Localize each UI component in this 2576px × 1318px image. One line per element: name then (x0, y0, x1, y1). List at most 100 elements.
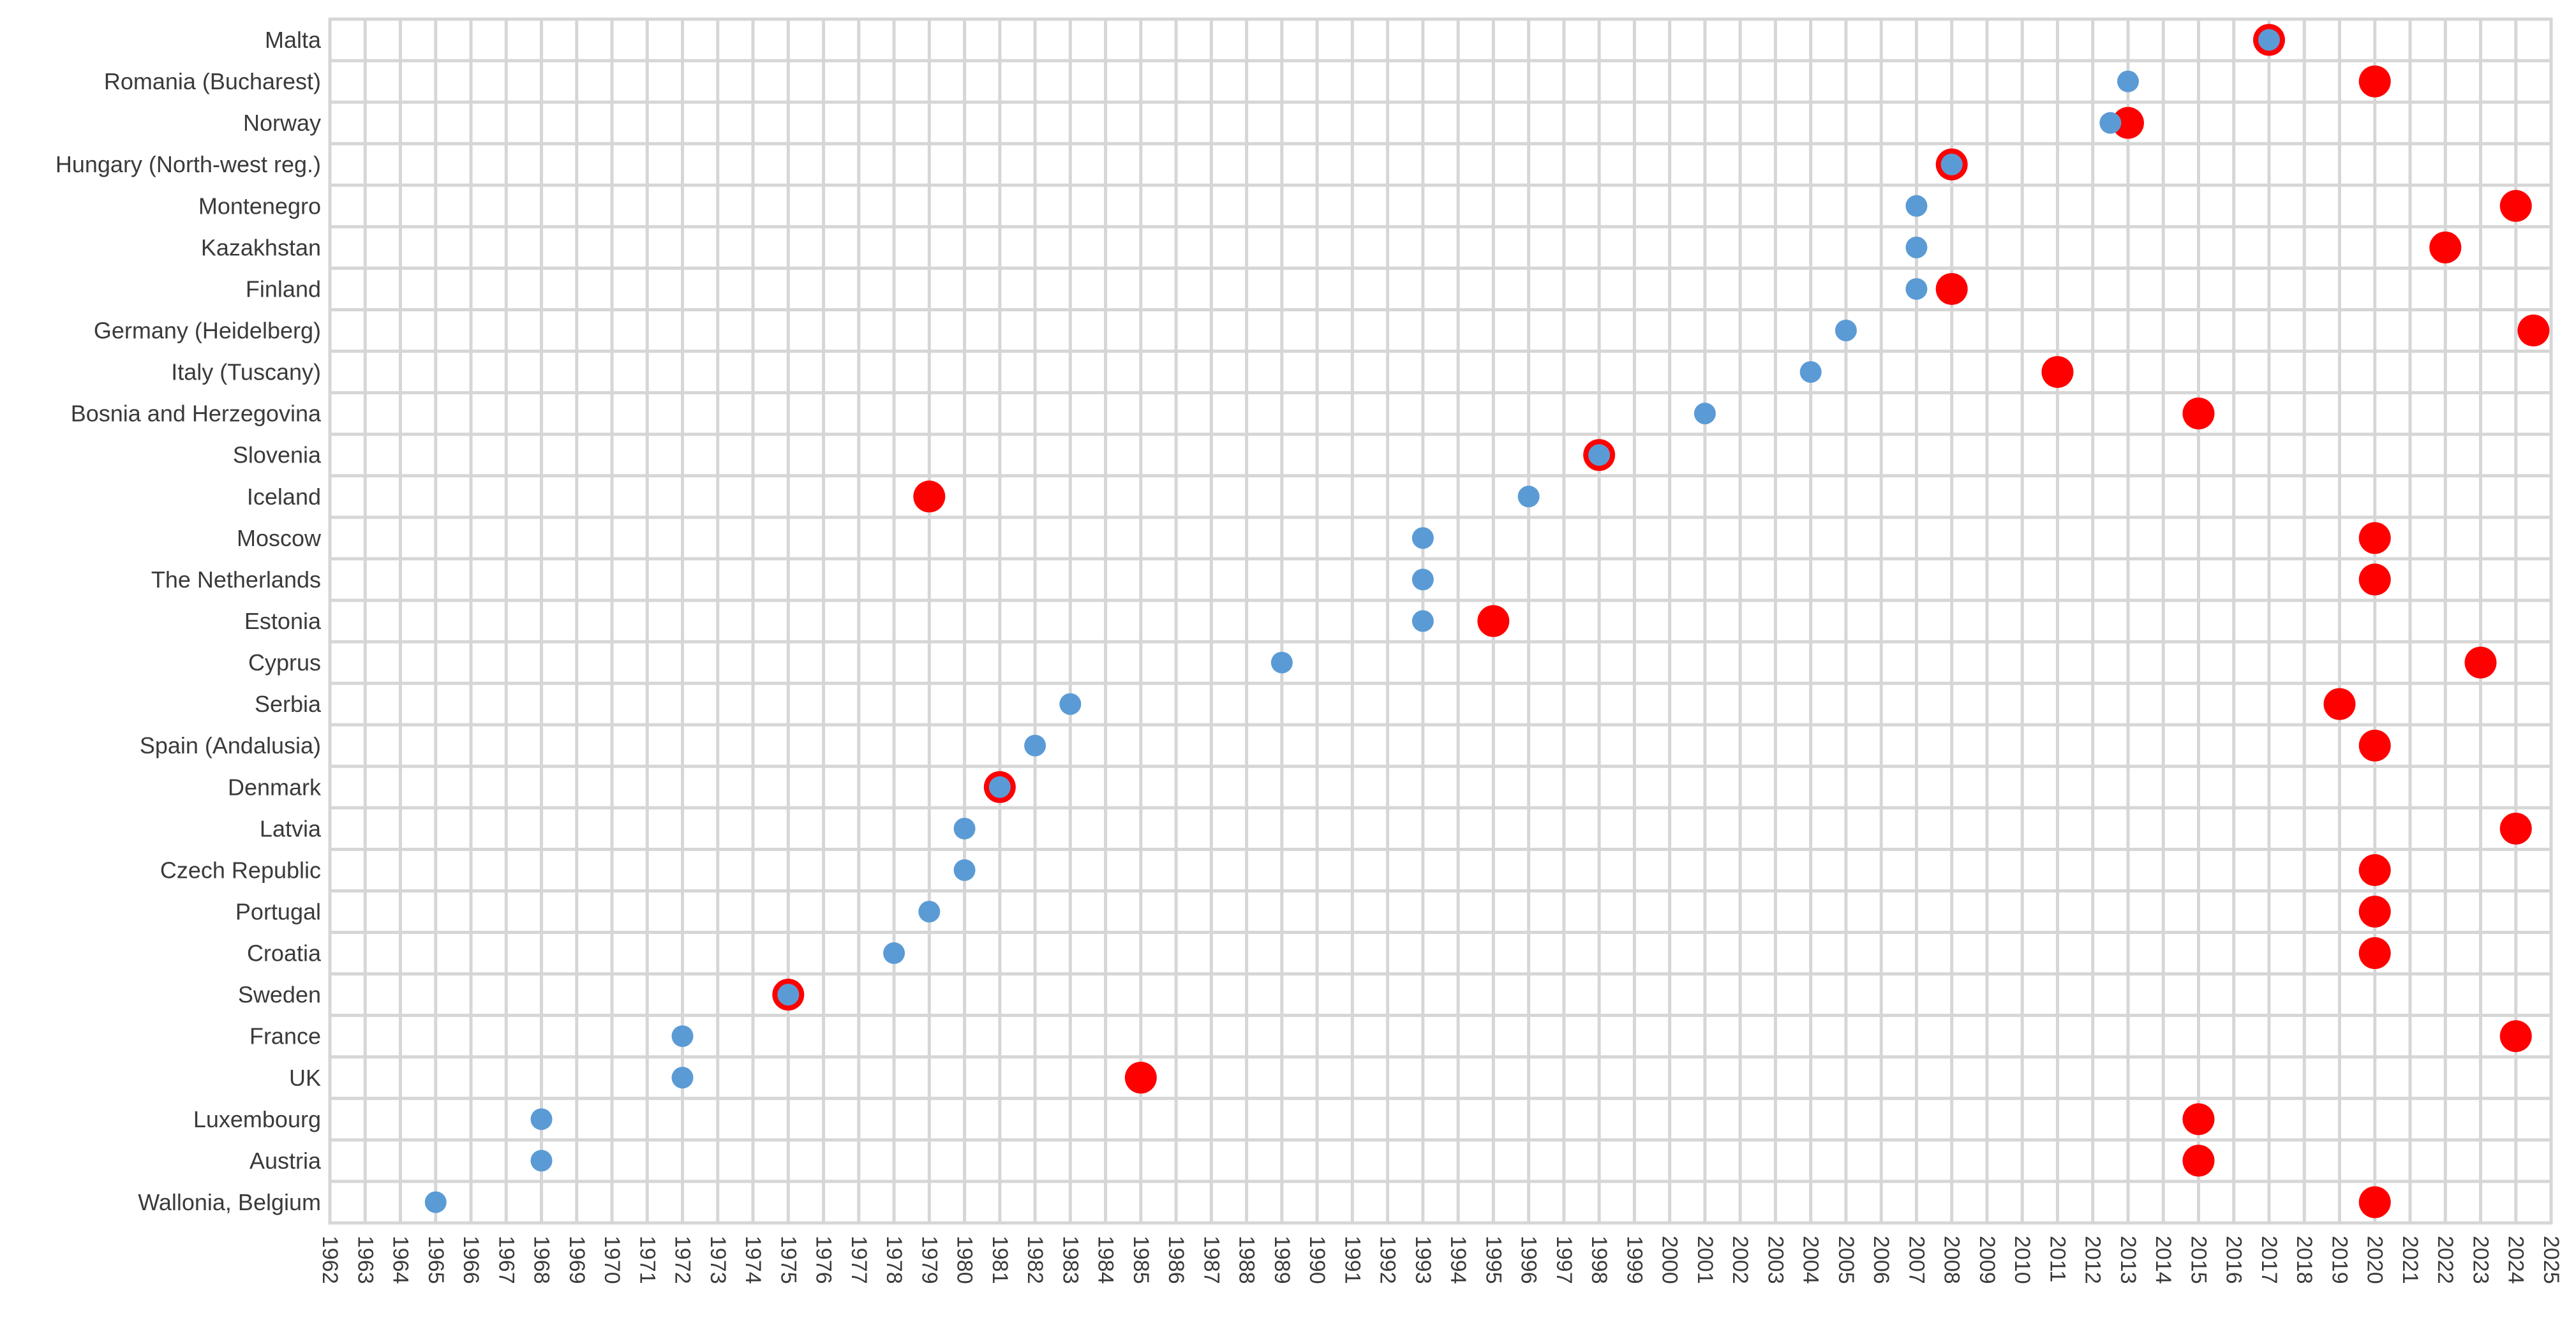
year-tick-label: 1982 (1023, 1236, 1047, 1284)
plot-frame (328, 17, 2553, 1225)
second-series-point (2182, 1103, 2215, 1136)
first-series-point (530, 1150, 553, 1172)
second-series-point (2358, 729, 2391, 762)
second-series-point (1477, 605, 1510, 637)
category-label: Iceland (247, 484, 321, 510)
first-series-point (1905, 278, 1928, 300)
year-tick-label: 1987 (1199, 1236, 1223, 1284)
year-tick-label: 1965 (424, 1236, 448, 1284)
year-tick-label: 1990 (1305, 1236, 1329, 1284)
category-label: Austria (249, 1148, 322, 1174)
year-tick-label: 2021 (2398, 1236, 2422, 1284)
second-series-point (2464, 646, 2497, 679)
year-tick-label: 2014 (2151, 1236, 2175, 1284)
year-tick-label: 1980 (953, 1236, 977, 1284)
year-tick-label: 1988 (1235, 1236, 1259, 1284)
category-label: Norway (243, 110, 321, 136)
first-series-point (1517, 485, 1540, 508)
category-label: Cyprus (248, 649, 321, 676)
first-series-point (530, 1108, 553, 1130)
second-series-point (2323, 688, 2356, 720)
first-series-point (1270, 651, 1293, 674)
category-label: France (249, 1023, 321, 1049)
year-tick-label: 1981 (988, 1236, 1012, 1284)
second-series-point (1124, 1062, 1157, 1094)
second-series-point (2111, 107, 2144, 139)
year-tick-label: 2006 (1869, 1236, 1893, 1284)
year-tick-label: 2008 (1940, 1236, 1964, 1284)
category-axis-labels: Malta Romania (Bucharest) Norway Hungary (N… (56, 27, 322, 1215)
year-tick-label: 2010 (2010, 1236, 2034, 1284)
category-label: Denmark (228, 774, 322, 800)
first-series-point (1940, 153, 1963, 175)
year-tick-label: 2000 (1658, 1236, 1682, 1284)
category-label: Slovenia (233, 442, 322, 468)
year-tick-label: 2004 (1799, 1236, 1823, 1284)
year-tick-label: 1962 (318, 1236, 342, 1284)
category-label: Romania (Bucharest) (104, 68, 321, 94)
year-tick-label: 1963 (353, 1236, 377, 1284)
category-label: Croatia (247, 940, 322, 966)
category-label: Spain (Andalusia) (140, 732, 321, 759)
second-series-point (2182, 1144, 2215, 1177)
year-tick-label: 1995 (1481, 1236, 1505, 1284)
second-series-point (2358, 854, 2391, 886)
first-series-point (2258, 29, 2280, 51)
category-label: Estonia (244, 608, 322, 634)
year-tick-label: 1985 (1129, 1236, 1153, 1284)
year-tick-label: 1989 (1270, 1236, 1294, 1284)
first-series-point (1835, 320, 1857, 342)
year-tick-label: 2022 (2433, 1236, 2457, 1284)
year-tick-label: 1974 (741, 1236, 765, 1284)
category-label: Wallonia, Belgium (138, 1189, 321, 1215)
year-tick-label: 1973 (706, 1236, 730, 1284)
year-tick-label: 1977 (847, 1236, 871, 1284)
year-tick-label: 2024 (2504, 1236, 2528, 1284)
first-series-point (1024, 734, 1046, 757)
first-series-point (1799, 361, 1822, 383)
second-series-point (2499, 1020, 2532, 1053)
year-tick-label: 1976 (812, 1236, 836, 1284)
second-series-point (2429, 231, 2462, 263)
year-tick-label: 1964 (389, 1236, 413, 1284)
first-series-point (1059, 693, 1082, 715)
year-tick-label: 1979 (917, 1236, 941, 1284)
year-tick-label: 1984 (1094, 1236, 1118, 1284)
year-tick-label: 2023 (2468, 1236, 2492, 1284)
category-label: The Netherlands (151, 566, 321, 593)
year-tick-label: 1993 (1411, 1236, 1435, 1284)
category-label: Sweden (238, 982, 321, 1008)
first-series-point (2117, 70, 2139, 93)
first-series-point (953, 817, 976, 840)
category-label: Luxembourg (193, 1106, 321, 1132)
category-label: Germany (Heidelberg) (94, 318, 321, 344)
year-tick-label: 1991 (1340, 1236, 1364, 1284)
year-tick-label: 2018 (2292, 1236, 2316, 1284)
year-tick-label: 2009 (1975, 1236, 1999, 1284)
second-series-points (772, 24, 2550, 1218)
first-series-point (953, 859, 976, 881)
first-series-point (1411, 610, 1434, 632)
year-tick-label: 2012 (2081, 1236, 2105, 1284)
year-tick-label: 1975 (776, 1236, 800, 1284)
category-label: Malta (265, 27, 322, 53)
second-series-point (913, 480, 946, 513)
first-series-point (1905, 195, 1928, 217)
first-series-point (883, 942, 905, 965)
second-series-point (2499, 189, 2532, 222)
first-series-point (1411, 527, 1434, 549)
year-tick-label: 2003 (1763, 1236, 1787, 1284)
year-tick-label: 2016 (2222, 1236, 2246, 1284)
category-label: UK (289, 1065, 321, 1091)
first-series-point (1411, 568, 1434, 591)
second-series-point (2358, 937, 2391, 970)
year-tick-label: 1992 (1376, 1236, 1400, 1284)
category-label: Moscow (237, 525, 322, 551)
year-tick-label: 2011 (2045, 1236, 2069, 1282)
second-series-point (2499, 812, 2532, 845)
first-series-point (2099, 112, 2122, 134)
category-label: Montenegro (198, 193, 321, 219)
first-series-point (1588, 444, 1611, 466)
